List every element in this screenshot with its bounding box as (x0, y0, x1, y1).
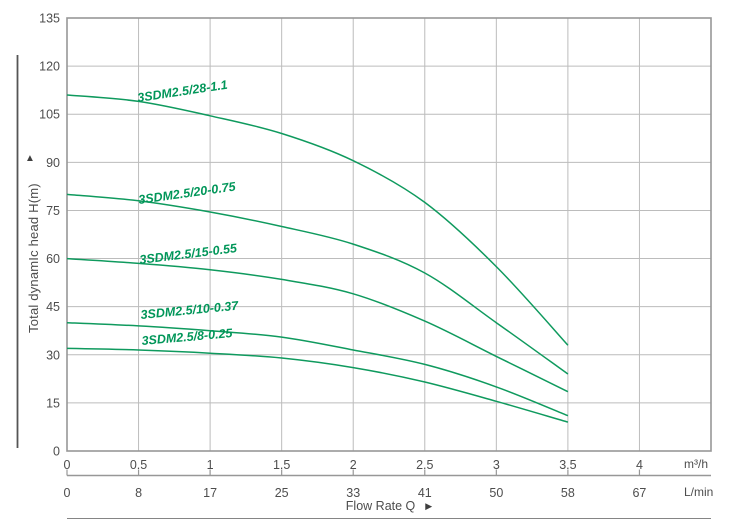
y-tick-label: 105 (39, 108, 60, 122)
x-axis-unit-lmin: L/min (684, 485, 714, 499)
curve-label: 3SDM2.5/20-0.75 (137, 179, 237, 207)
y-tick-label: 30 (46, 348, 60, 362)
x-tick-label-lmin: 17 (203, 486, 217, 500)
x-tick-label-m3h: 0 (64, 458, 71, 472)
y-tick-label: 90 (46, 156, 60, 170)
y-tick-label: 45 (46, 300, 60, 314)
y-axis-up-arrow-icon: ▲ (25, 153, 35, 164)
curve-label: 3SDM2.5/28-1.1 (136, 78, 228, 105)
y-axis-title: Total dynamIc head H(m) (26, 183, 41, 333)
y-tick-label: 15 (46, 396, 60, 410)
x-tick-label-m3h: 2.5 (416, 458, 433, 472)
x-tick-label-lmin: 41 (418, 486, 432, 500)
x-tick-label-lmin: 0 (64, 486, 71, 500)
x-tick-label-lmin: 50 (489, 486, 503, 500)
y-tick-label: 135 (39, 12, 60, 26)
curve-label: 3SDM2.5/10-0.37 (140, 299, 240, 322)
bottom-rule (67, 518, 711, 519)
x-tick-label-lmin: 25 (275, 486, 289, 500)
x-axis-title-row: Flow Rate Q ▶ (67, 499, 711, 513)
curve-3sdm2.5-15-0.55 (66, 257, 569, 393)
x-tick-label-lmin: 8 (135, 486, 142, 500)
plot-border (66, 17, 712, 452)
x-tick-label-lmin: 67 (632, 486, 646, 500)
x-axis-right-arrow-icon: ▶ (425, 501, 433, 511)
x-tick-label-m3h: 4 (636, 458, 643, 472)
x-tick-label-m3h: 1.5 (273, 458, 290, 472)
x-tick-label-m3h: 0.5 (130, 458, 147, 472)
x-axis-title: Flow Rate Q (345, 499, 416, 513)
x-tick-label-m3h: 2 (350, 458, 357, 472)
y-tick-label: 0 (53, 445, 60, 459)
x-tick-label-lmin: 33 (346, 486, 360, 500)
x-tick-label-lmin: 58 (561, 486, 575, 500)
x-axis-unit-m3h: m³/h (684, 457, 708, 471)
curve-label: 3SDM2.5/15-0.55 (139, 241, 239, 267)
curve-3sdm2.5-28-1.1 (66, 94, 569, 346)
curve-label: 3SDM2.5/8-0.25 (141, 326, 234, 348)
curve-3sdm2.5-10-0.37 (66, 321, 569, 417)
y-tick-label: 60 (46, 252, 60, 266)
x-tick-label-m3h: 1 (207, 458, 214, 472)
y-tick-label: 75 (46, 204, 60, 218)
curve-3sdm2.5-20-0.75 (66, 193, 569, 375)
curve-3sdm2.5-8-0.25 (66, 347, 569, 423)
x-tick-label-m3h: 3.5 (559, 458, 576, 472)
y-tick-label: 120 (39, 60, 60, 74)
x-tick-label-m3h: 3 (493, 458, 500, 472)
